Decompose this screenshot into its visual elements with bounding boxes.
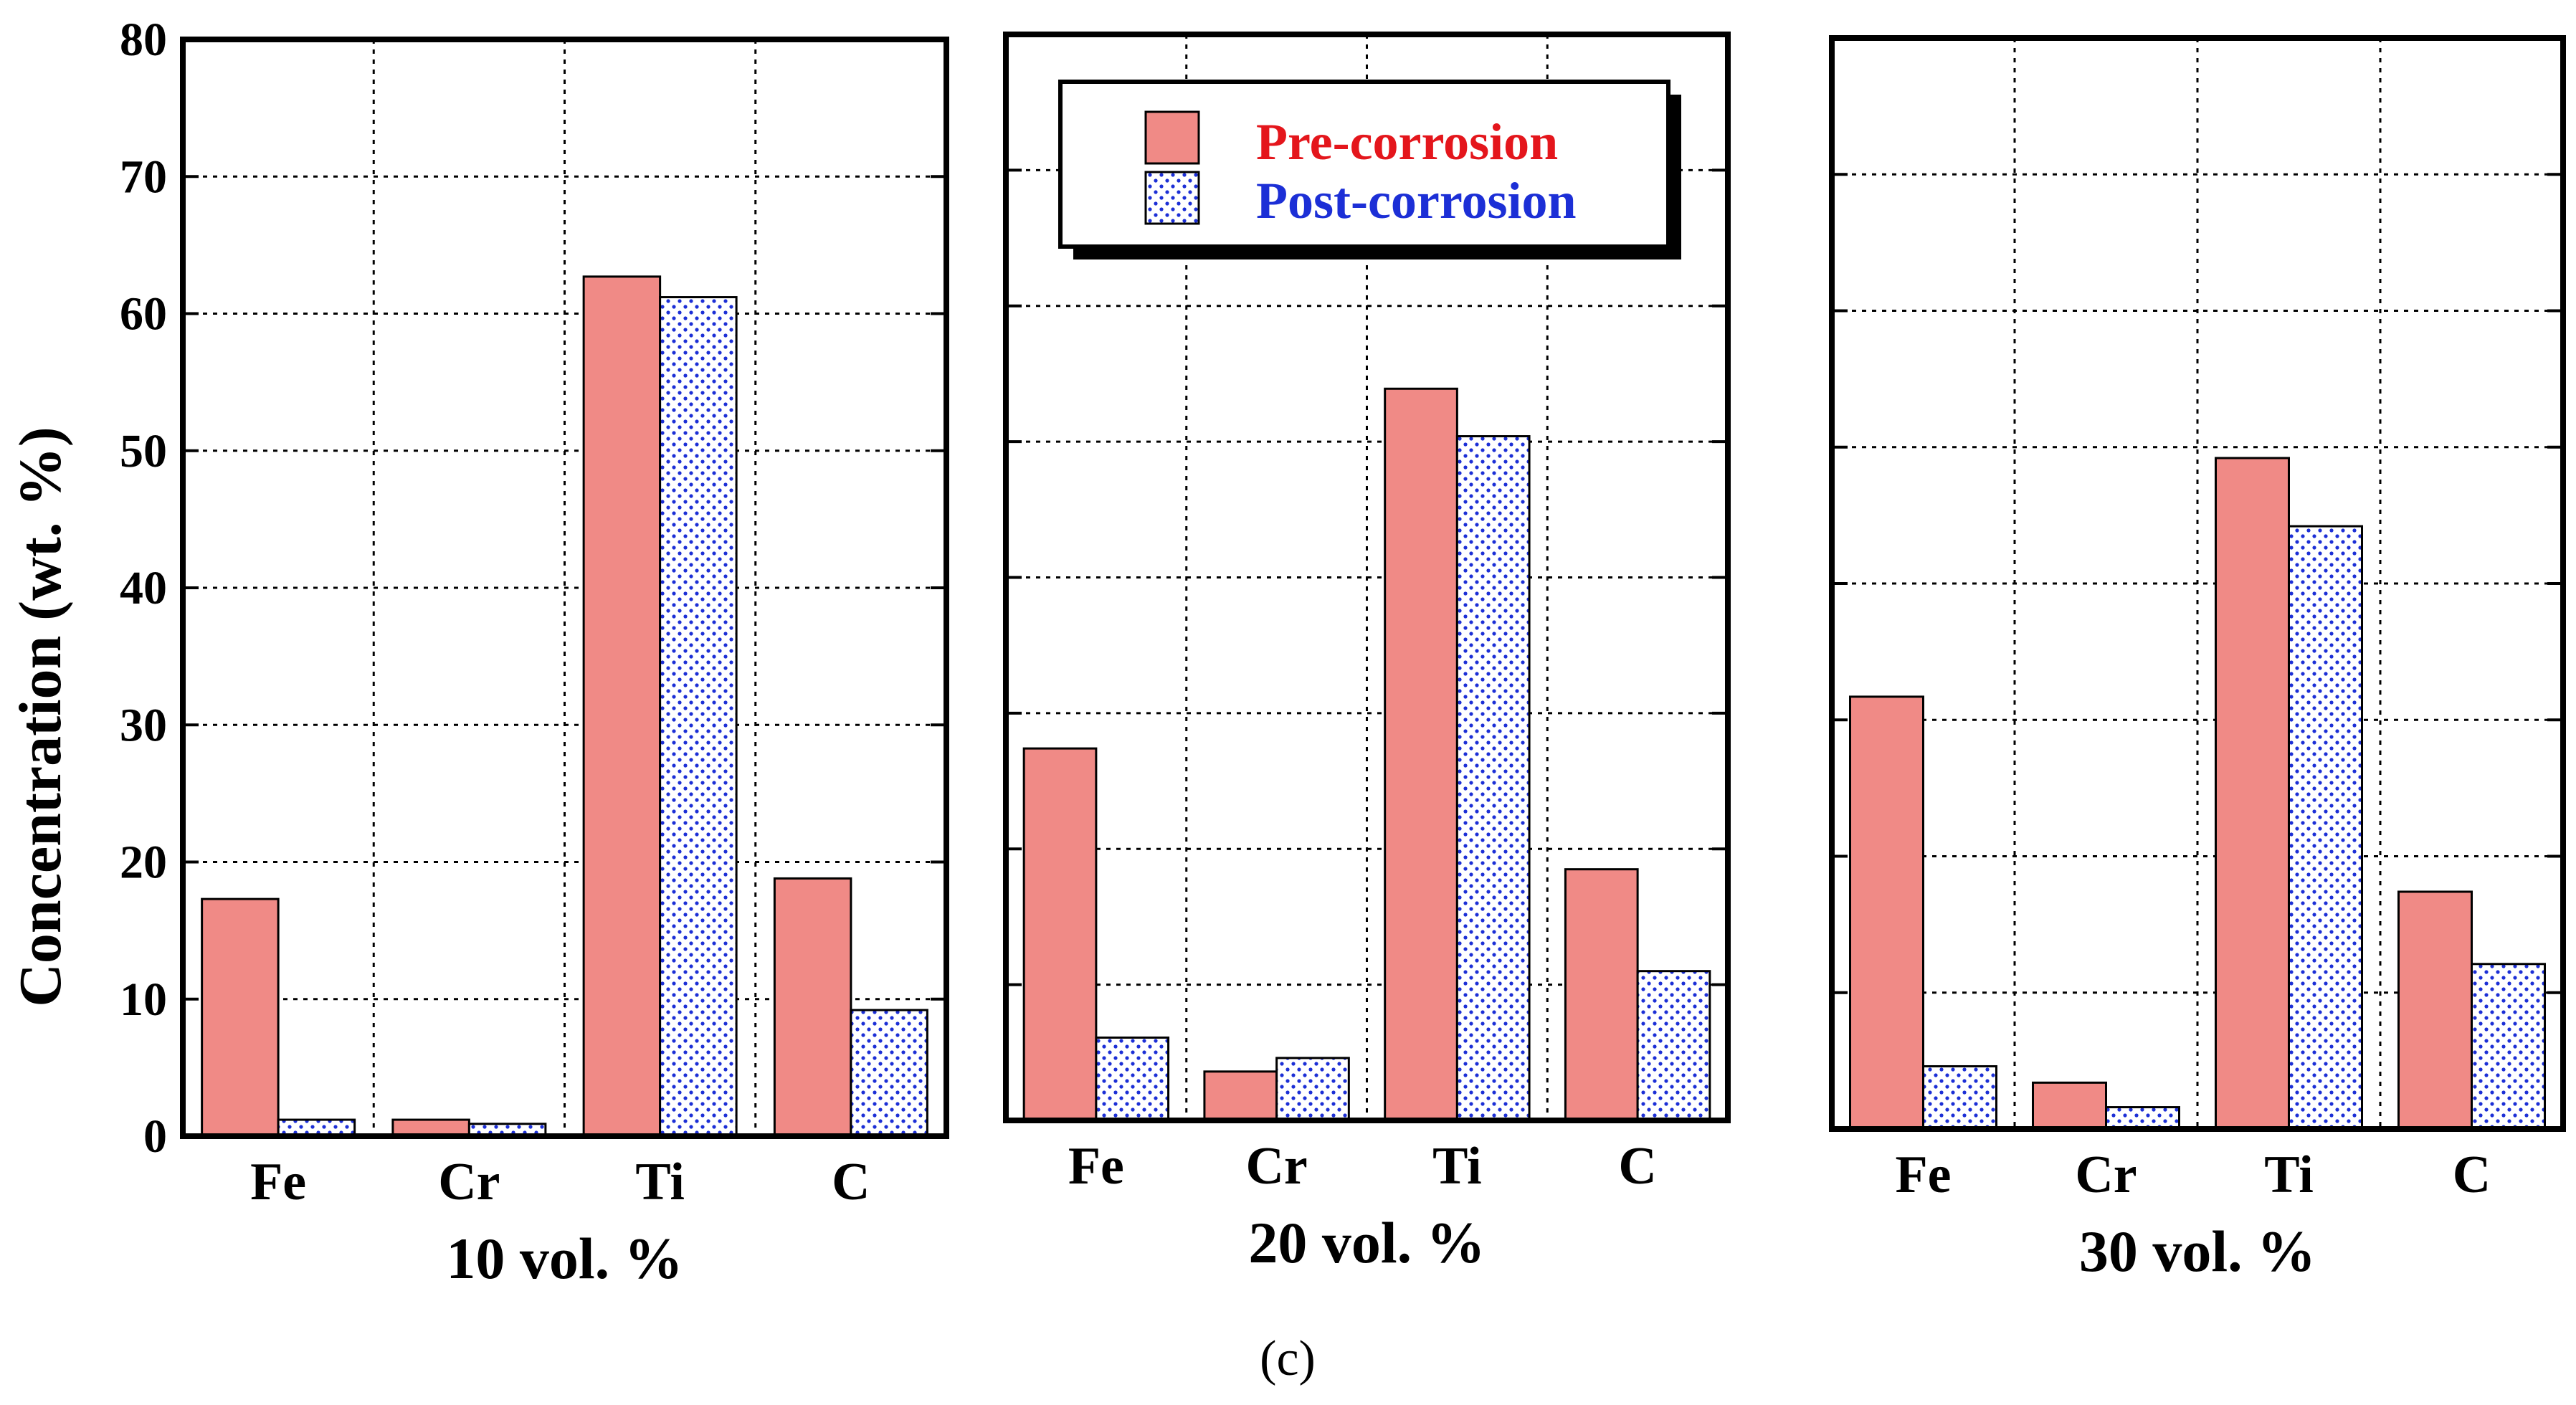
bar-pre-corrosion-fe [201,897,280,1138]
bar-pre-corrosion-fe [1022,747,1098,1122]
bar-pre-corrosion-c [773,877,852,1138]
category-label-ti: Ti [1432,1137,1482,1196]
y-tick-label: 60 [120,288,167,340]
legend-label-pre: Pre-corrosion [1256,113,1558,171]
legend: Pre-corrosion Post-corrosion [1058,80,1681,259]
category-label-c: C [2453,1146,2491,1204]
y-tick-label: 20 [120,837,167,889]
plot-frame [180,37,949,1139]
bar-pre-corrosion-cr [2032,1081,2107,1130]
category-label-c: C [832,1153,870,1211]
y-tick-label: 0 [143,1110,167,1163]
bar-post-corrosion-c [2471,963,2546,1130]
plot-frame [1829,35,2566,1132]
bar-post-corrosion-fe [1095,1036,1170,1122]
y-tick-label: 10 [120,973,167,1026]
category-label-cr: Cr [1245,1137,1307,1196]
bar-post-corrosion-ti [2288,525,2363,1130]
legend-swatch-post [1144,171,1200,225]
legend-swatch-pre [1144,110,1200,165]
figure-caption: (c) [1260,1331,1316,1386]
y-axis-label: Concentration (wt. %) [7,427,74,1007]
bar-post-corrosion-ti [1455,435,1531,1122]
bar-pre-corrosion-cr [1203,1070,1278,1122]
y-tick-label: 70 [120,151,167,203]
x-axis-label: 20 vol. % [1248,1210,1485,1275]
x-axis-label: 30 vol. % [2079,1219,2316,1284]
plot-frame [1003,32,1731,1123]
category-label-fe: Fe [1068,1137,1124,1196]
y-tick-label: 80 [120,14,167,66]
category-label-ti: Ti [2264,1146,2314,1204]
y-tick-label: 30 [120,699,167,751]
category-label-fe: Fe [1895,1146,1951,1204]
bar-post-corrosion-cr [2105,1106,2180,1130]
bar-post-corrosion-fe [1922,1065,1997,1130]
bar-pre-corrosion-ti [2215,457,2290,1130]
category-label-cr: Cr [2075,1146,2137,1204]
bar-post-corrosion-ti [659,296,738,1138]
y-tick-label: 50 [120,425,167,477]
category-label-c: C [1618,1137,1656,1196]
category-label-fe: Fe [250,1153,306,1211]
category-label-cr: Cr [438,1153,500,1211]
bar-post-corrosion-cr [1275,1057,1350,1122]
bar-pre-corrosion-c [1564,868,1639,1122]
y-tick-label: 40 [120,562,167,614]
chart-panel-3: Fe Cr Ti C 30 vol. % [1829,35,2566,1284]
bar-pre-corrosion-c [2397,890,2473,1130]
legend-label-post: Post-corrosion [1256,172,1577,229]
bar-pre-corrosion-ti [582,275,662,1138]
bar-post-corrosion-c [850,1009,928,1138]
bar-pre-corrosion-fe [1849,695,1924,1130]
bar-pre-corrosion-ti [1384,387,1458,1122]
chart-panel-1: Fe Cr Ti C 0 10 20 30 40 50 60 70 80 10 vol. % [120,14,949,1291]
chart-panel-2: Fe Cr Ti C 20 vol. % [1003,32,1731,1275]
category-label-ti: Ti [635,1153,685,1211]
x-axis-label: 10 vol. % [446,1226,683,1291]
bar-post-corrosion-c [1636,970,1711,1122]
